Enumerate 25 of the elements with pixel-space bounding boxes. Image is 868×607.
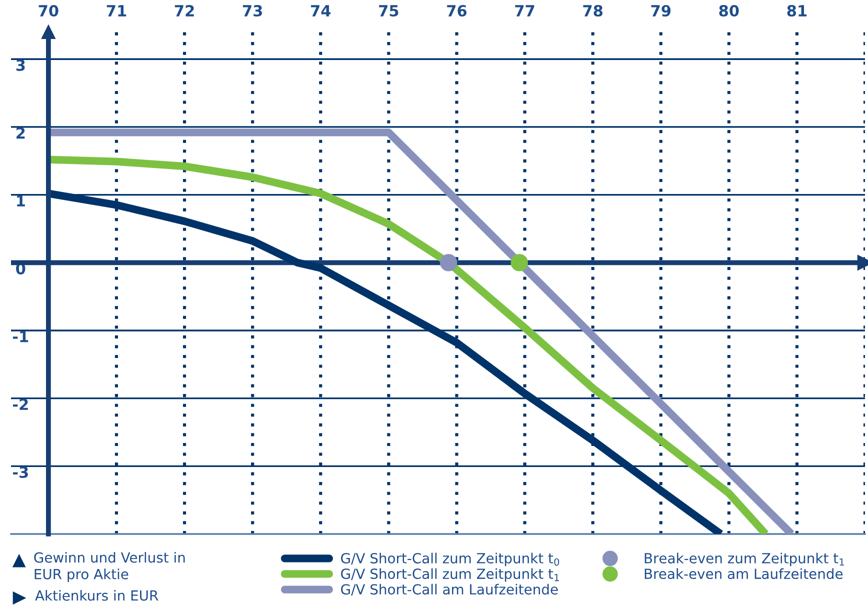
x-tick-label: 73: [242, 4, 262, 17]
text: Gewinn und Verlust in EUR pro Aktie: [34, 552, 185, 582]
x-tick-label: 79: [651, 5, 671, 17]
y-tick-label: 1: [17, 195, 25, 206]
x-tick-label: 76: [447, 5, 467, 17]
x-tick-label: 77: [515, 5, 534, 16]
x-tick-label: 78: [583, 4, 602, 17]
legend-label: G/V Short-Call zum Zeitpunkt t$_{1}$: [341, 568, 559, 582]
x-axis-title: Aktienkurs in EUR: [35, 590, 158, 601]
legend-label: G/V Short-Call zum Zeitpunkt t$_{0}$: [341, 552, 560, 566]
x-tick-label: 74: [311, 5, 331, 16]
y-tick-label: 2: [16, 127, 25, 139]
y-tick-label: -2: [12, 398, 28, 410]
y-tick-label: 3: [16, 59, 25, 71]
legend-label: Break-even zum Zeitpunkt t$_{1}$: [644, 552, 844, 566]
legend-label: Break-even am Laufzeitende: [644, 568, 843, 580]
x-tick-label: 71: [106, 5, 126, 16]
x-tick-label: 80: [719, 4, 739, 17]
y-tick-label: -1: [12, 330, 28, 342]
legend-label: G/V Short-Call am Laufzeitende: [341, 584, 558, 596]
x-tick-label: 75: [379, 5, 398, 17]
x-tick-label: 70: [38, 4, 58, 17]
x-tick-label: 72: [174, 4, 194, 16]
x-tick-label: 81: [787, 4, 807, 17]
y-tick-label: -3: [12, 466, 28, 478]
